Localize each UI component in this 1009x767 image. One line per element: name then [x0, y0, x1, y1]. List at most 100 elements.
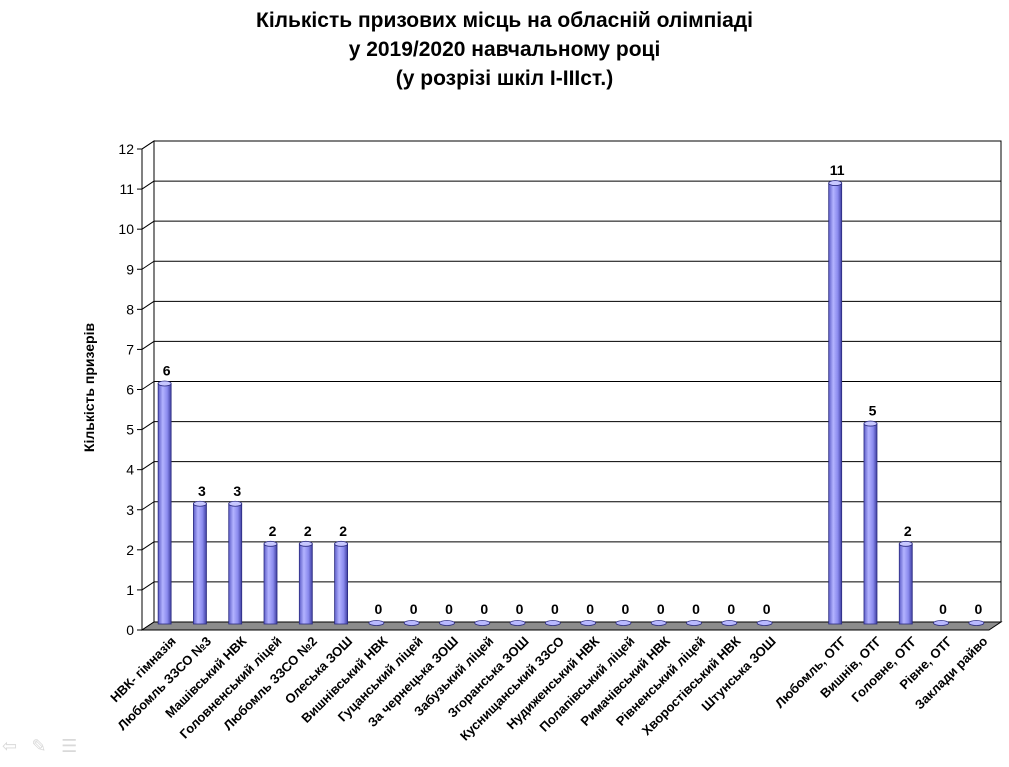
bar-top [439, 620, 455, 626]
gridline-side [141, 220, 155, 230]
bar [933, 620, 949, 626]
bar [263, 540, 278, 625]
bar [968, 620, 985, 626]
bar [509, 620, 526, 626]
bar [756, 620, 773, 626]
bar-top [615, 620, 632, 626]
bar-top [403, 620, 420, 626]
y-tick-label: 8 [126, 301, 134, 317]
bar-top [580, 620, 597, 626]
data-label: 2 [339, 523, 347, 539]
data-label: 0 [516, 601, 524, 617]
bar-body [863, 423, 878, 625]
chart-title: Кількість призових місць на обласній олі… [0, 6, 1009, 93]
bar [228, 500, 243, 625]
bar-top [193, 500, 207, 507]
data-label: 3 [233, 483, 241, 499]
bar-body [193, 503, 207, 625]
gridline-side [141, 180, 155, 190]
y-tick-label: 4 [126, 462, 134, 478]
gridline-side [141, 581, 155, 591]
gridline-side [141, 421, 155, 430]
y-tick-label: 6 [126, 382, 134, 398]
chart-title-line-1: Кількість призових місць на обласній олі… [256, 9, 753, 32]
data-label: 0 [551, 601, 559, 617]
data-label: 0 [480, 601, 488, 617]
bar-top [686, 620, 702, 626]
bar-top [828, 180, 843, 186]
gridline-side [141, 381, 155, 390]
gridline-side [141, 501, 155, 511]
bar-layer [157, 180, 985, 626]
bar-body [828, 182, 843, 625]
bar-top [474, 620, 491, 626]
bar-body [334, 543, 349, 625]
data-label: 2 [904, 523, 912, 539]
bar-top [368, 620, 385, 626]
bar [193, 500, 207, 625]
y-tick-label: 10 [118, 221, 134, 237]
bar [334, 540, 349, 625]
data-label: 2 [269, 523, 277, 539]
menu-icon[interactable]: ☰ [61, 736, 78, 756]
bar-top [898, 540, 913, 547]
bar-top [863, 420, 878, 427]
bar-top [334, 540, 349, 547]
bar-body [263, 543, 278, 625]
bar-body [157, 383, 172, 625]
bar-top [228, 500, 243, 507]
pen-icon[interactable]: ✎ [31, 736, 47, 756]
bar-top [157, 380, 172, 387]
y-tick-label: 9 [126, 261, 134, 277]
y-tick-label: 7 [126, 341, 134, 357]
y-tick-label: 1 [126, 582, 134, 598]
bar [650, 620, 667, 626]
plot-floor [140, 621, 1003, 631]
bar [439, 620, 455, 626]
y-tick-label: 12 [118, 141, 134, 157]
bar [686, 620, 702, 626]
gridline-side [141, 341, 155, 350]
bar [580, 620, 597, 626]
bar [721, 620, 738, 626]
bar [828, 180, 843, 625]
prev-slide-icon[interactable]: ⇦ [2, 736, 18, 756]
data-label: 3 [198, 483, 206, 499]
bar-top [509, 620, 526, 626]
data-label: 0 [692, 601, 700, 617]
bar-top [721, 620, 738, 626]
data-label: 0 [374, 601, 382, 617]
data-label: 0 [763, 601, 771, 617]
data-label: 2 [304, 523, 312, 539]
data-label: 6 [163, 363, 171, 379]
gridline-side [141, 461, 155, 471]
bar-top [650, 620, 667, 626]
data-label: 11 [830, 162, 845, 178]
y-tick-label: 5 [126, 422, 134, 438]
label-layer: 6 3 3 2 2 2 0 0 0 0 0 0 0 0 0 0 0 0 11 5 2 0 0 [163, 162, 983, 617]
bar-top [756, 620, 773, 626]
data-label: 0 [410, 601, 418, 617]
data-label: 0 [622, 601, 630, 617]
data-label: 0 [727, 601, 735, 617]
slide-nav-controls[interactable]: ⇦ ✎ ☰ [2, 736, 122, 758]
bar-top [933, 620, 949, 626]
data-label: 0 [445, 601, 453, 617]
bar-top [298, 540, 313, 547]
bar-top [544, 620, 561, 626]
bar [898, 540, 913, 625]
gridline-side [141, 260, 155, 270]
bar-top [968, 620, 985, 626]
bar-top [263, 540, 278, 547]
bar [615, 620, 632, 626]
y-axis-title: Кількість призерів [81, 323, 97, 453]
y-tick-label: 2 [126, 542, 134, 558]
bar [544, 620, 561, 626]
bar [403, 620, 420, 626]
bar-body [898, 543, 913, 625]
gridline-side [141, 300, 155, 310]
data-label: 0 [939, 601, 947, 617]
bar-body [298, 543, 313, 625]
gridline-side [141, 541, 155, 551]
